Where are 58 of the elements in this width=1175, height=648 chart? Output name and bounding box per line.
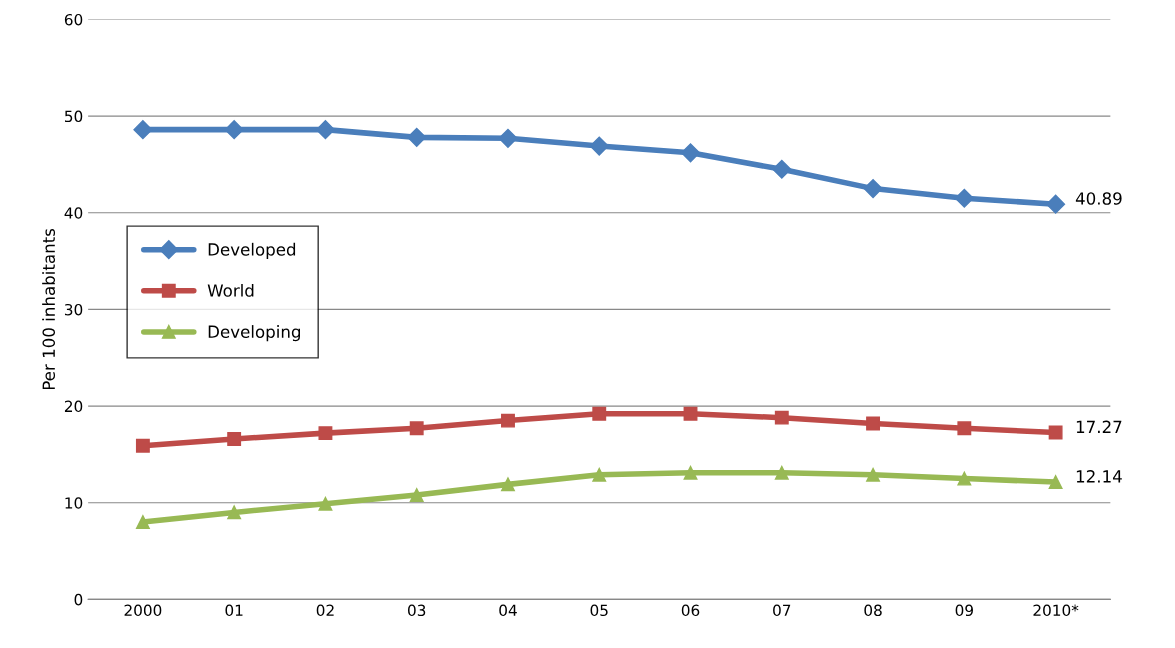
x-tick-label: 07	[773, 604, 791, 617]
y-tick-label: 20	[64, 400, 83, 413]
x-tick-label: 06	[681, 604, 700, 617]
y-tick-label: 40	[64, 207, 83, 219]
point	[227, 505, 242, 520]
point	[318, 426, 333, 441]
point	[315, 120, 335, 140]
point	[135, 515, 150, 530]
y-tick-label: 0	[74, 593, 83, 606]
y-tick-label: 50	[65, 110, 83, 123]
point	[683, 406, 698, 421]
point	[1048, 425, 1063, 440]
point	[774, 410, 789, 425]
point	[680, 143, 701, 163]
point	[866, 467, 881, 482]
point	[957, 421, 972, 436]
point	[135, 438, 150, 453]
point	[501, 413, 515, 428]
point	[1048, 475, 1063, 489]
point	[407, 127, 427, 147]
point	[957, 471, 972, 486]
point	[772, 159, 792, 179]
x-tick-label: 03	[407, 604, 426, 617]
y-tick-label: 60	[64, 13, 83, 26]
x-tick-label: 04	[499, 604, 517, 617]
point	[1046, 194, 1066, 214]
point	[498, 128, 518, 148]
y-axis-title: Per 100 inhabitants	[42, 228, 56, 390]
legend-label: World	[207, 283, 254, 297]
point	[683, 465, 698, 480]
point	[501, 477, 515, 492]
x-tick-label: 05	[590, 604, 608, 617]
point	[592, 467, 607, 482]
point	[409, 488, 424, 502]
point	[866, 416, 881, 431]
y-tick-label: 10	[65, 497, 83, 509]
point	[133, 120, 153, 140]
annotation: 17.27	[1076, 420, 1122, 433]
x-tick-label: 2010*	[1033, 604, 1079, 617]
point	[318, 496, 333, 511]
legend-label: Developing	[208, 325, 300, 342]
point	[863, 179, 883, 199]
point	[954, 188, 974, 208]
x-tick-label: 09	[955, 604, 973, 617]
point	[224, 120, 244, 140]
x-tick-label: 02	[316, 604, 334, 617]
x-tick-label: 08	[864, 604, 882, 617]
point	[774, 465, 789, 480]
x-tick-label: 01	[225, 604, 243, 617]
x-tick-label: 2000	[124, 604, 162, 617]
point	[592, 406, 607, 421]
point	[227, 431, 242, 446]
legend-label: Developed	[208, 242, 296, 259]
y-tick-label: 30	[64, 303, 83, 316]
annotation: 12.14	[1076, 470, 1122, 483]
point	[409, 421, 424, 436]
annotation: 40.89	[1075, 192, 1122, 205]
point	[589, 136, 609, 156]
